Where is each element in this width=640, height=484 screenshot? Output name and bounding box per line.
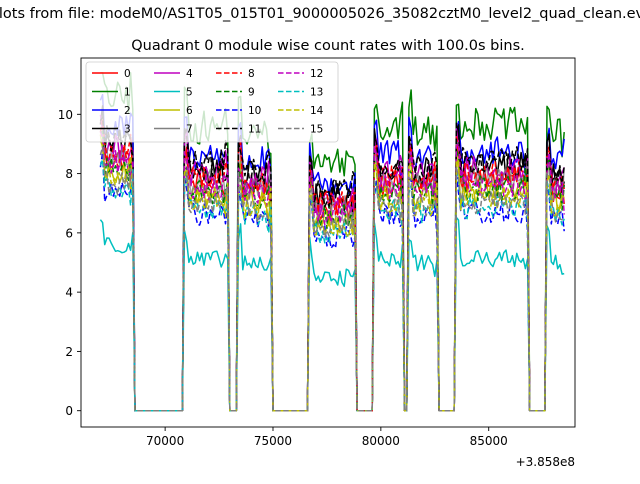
legend-label: 1 [124, 87, 131, 99]
legend-item-2: 2 [92, 105, 131, 117]
series-line-9 [99, 130, 565, 412]
legend-item-7: 7 [154, 124, 193, 136]
chart-title: Quadrant 0 module wise count rates with … [131, 38, 525, 54]
legend-item-12: 12 [278, 68, 323, 80]
axes-layer: 70000 75000 80000 85000 0 2 4 6 8 10 [58, 108, 508, 448]
legend-label: 4 [186, 68, 193, 80]
x-tick-label: 85000 [470, 434, 508, 448]
legend-item-15: 15 [278, 124, 323, 136]
legend-item-1: 1 [92, 87, 131, 99]
legend-label: 10 [248, 105, 261, 117]
y-tick-label: 4 [65, 286, 73, 300]
legend-item-0: 0 [92, 68, 131, 80]
series-line-8 [99, 119, 565, 412]
legend-label: 12 [310, 68, 323, 80]
legend-item-5: 5 [154, 87, 193, 99]
legend-label: 8 [248, 68, 255, 80]
x-offset-label: +3.858e8 [516, 455, 575, 469]
y-tick-label: 10 [58, 108, 73, 122]
legend-label: 11 [248, 124, 261, 136]
series-line-6 [99, 134, 565, 412]
y-tick-label: 2 [65, 345, 73, 359]
legend-label: 5 [186, 87, 193, 99]
legend-item-6: 6 [154, 105, 193, 117]
series-line-12 [99, 131, 565, 412]
legend-item-11: 11 [216, 124, 261, 136]
legend-item-10: 10 [216, 105, 261, 117]
legend-label: 13 [310, 87, 323, 99]
legend-item-8: 8 [216, 68, 255, 80]
series-line-0 [99, 132, 565, 412]
legend-label: 15 [310, 124, 323, 136]
legend-label: 2 [124, 105, 131, 117]
legend-item-3: 3 [92, 124, 131, 136]
legend-label: 14 [310, 105, 324, 117]
x-tick-label: 80000 [362, 434, 400, 448]
plot-frame [80, 57, 576, 428]
x-tick-label: 75000 [254, 434, 292, 448]
legend-label: 0 [124, 68, 131, 80]
legend-label: 6 [186, 105, 193, 117]
legend-item-13: 13 [278, 87, 323, 99]
legend-label: 3 [124, 124, 131, 136]
legend-label: 9 [248, 87, 255, 99]
series-layer [99, 72, 565, 412]
x-tick-label: 70000 [146, 434, 184, 448]
figure-suptitle: Plots from file: modeM0/AS1T05_015T01_90… [0, 6, 640, 22]
legend-box [85, 61, 339, 143]
legend-item-4: 4 [154, 68, 193, 80]
y-tick-label: 0 [65, 404, 73, 418]
series-line-15 [99, 145, 565, 412]
y-tick-label: 8 [65, 167, 73, 181]
legend-item-9: 9 [216, 87, 255, 99]
y-tick-label: 6 [65, 226, 73, 240]
legend-label: 7 [186, 124, 193, 136]
legend-item-14: 14 [278, 105, 324, 117]
series-line-11 [99, 116, 565, 412]
